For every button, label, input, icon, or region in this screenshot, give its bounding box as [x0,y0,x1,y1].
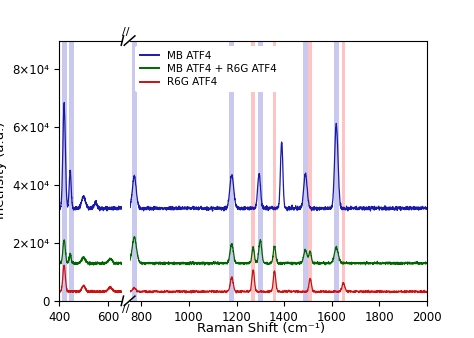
Bar [342,41,346,301]
Legend: MB ATF4, MB ATF4 + R6G ATF4, R6G ATF4: MB ATF4, MB ATF4 + R6G ATF4, R6G ATF4 [135,46,282,92]
Text: //: // [122,304,130,314]
Text: //: // [122,27,130,37]
Bar [273,41,276,301]
Bar [308,41,312,301]
Bar [251,41,255,301]
Bar [132,41,137,301]
Bar [334,41,339,301]
Bar [303,41,308,301]
Y-axis label: Inetnsity (a.u.): Inetnsity (a.u.) [0,122,7,219]
Bar [229,41,234,301]
Bar [69,41,74,301]
Bar [62,41,66,301]
Bar [258,41,263,301]
Text: Raman Shift (cm⁻¹): Raman Shift (cm⁻¹) [197,322,325,335]
